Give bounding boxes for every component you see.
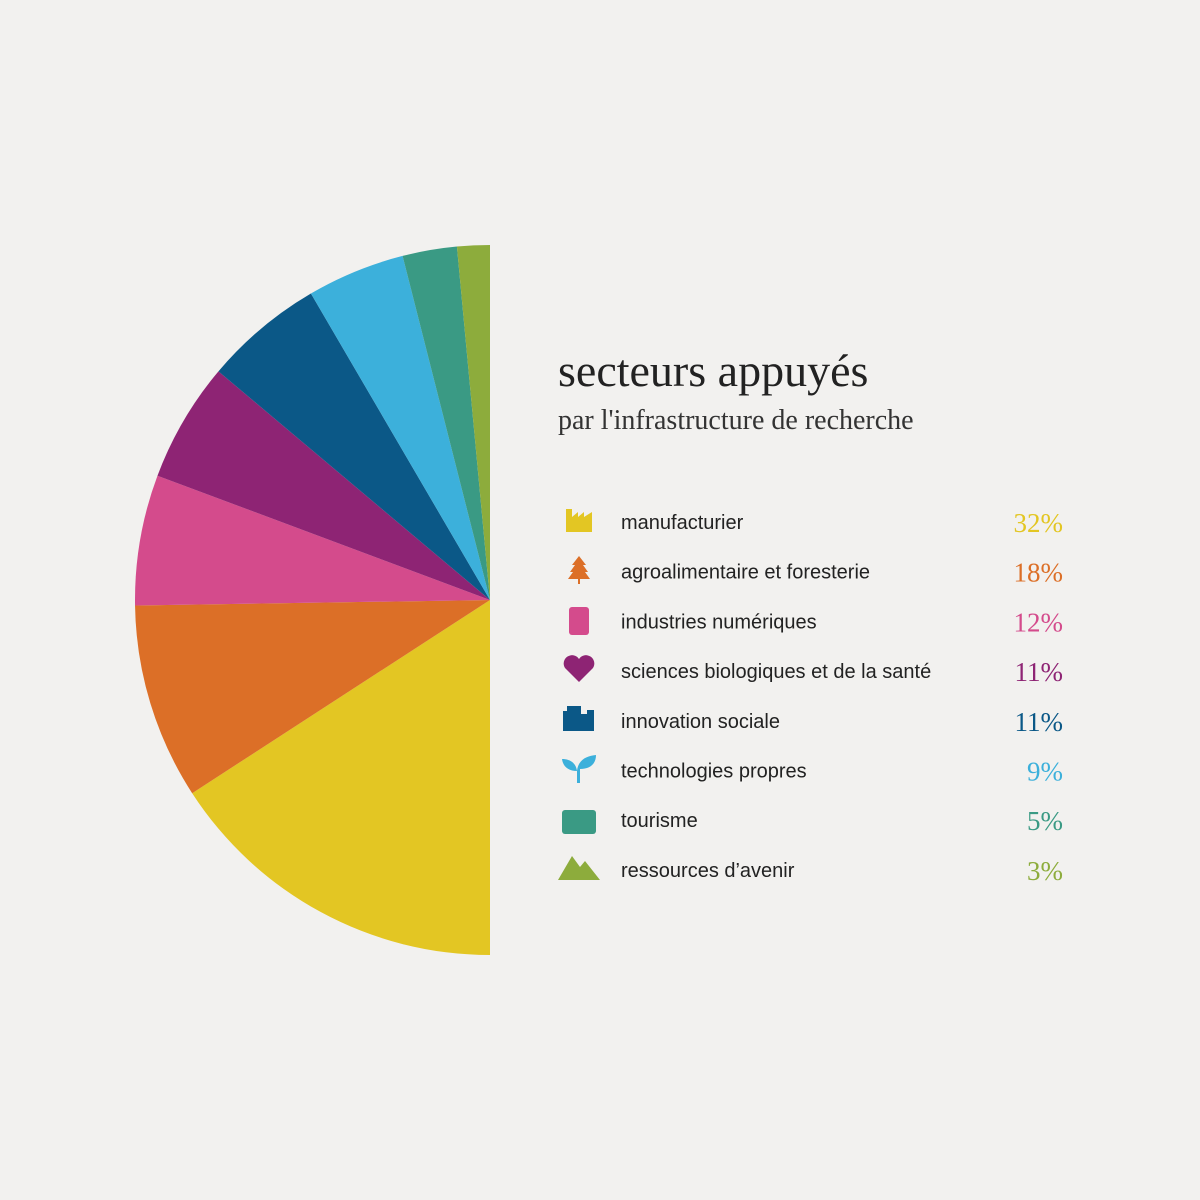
icon bbox=[562, 810, 596, 834]
icon bbox=[563, 706, 594, 731]
value-label: 11% bbox=[1015, 707, 1064, 737]
pie-slice bbox=[310, 255, 490, 600]
pie-slice bbox=[218, 293, 490, 600]
value-label: 5% bbox=[1027, 806, 1063, 836]
pie-slice bbox=[135, 600, 490, 794]
legend-label: innovation sociale bbox=[621, 711, 780, 733]
pie-slice bbox=[192, 600, 490, 955]
chart-subtitle: par l'infrastructure de recherche bbox=[558, 405, 914, 436]
legend-label: ressources d’avenir bbox=[621, 860, 795, 882]
icon bbox=[569, 607, 589, 635]
legend-label: technologies propres bbox=[621, 761, 807, 783]
pie-slice bbox=[135, 475, 490, 606]
legend-label: sciences biologiques et de la santé bbox=[621, 661, 931, 683]
value-label: 11% bbox=[1015, 657, 1064, 687]
pie-slice bbox=[402, 246, 490, 600]
legend-label: manufacturier bbox=[621, 512, 744, 534]
legend-label: industries numériques bbox=[621, 611, 817, 633]
legend-label: agroalimentaire et foresterie bbox=[621, 562, 870, 584]
value-label: 12% bbox=[1014, 607, 1064, 637]
chart-title: secteurs appuyés bbox=[558, 345, 868, 396]
icon bbox=[568, 556, 590, 584]
icon bbox=[563, 655, 595, 682]
legend-label: tourisme bbox=[621, 810, 698, 832]
legend-icons bbox=[558, 509, 600, 880]
value-label: 9% bbox=[1027, 757, 1063, 787]
icon bbox=[562, 755, 596, 783]
value-label: 32% bbox=[1014, 508, 1064, 538]
icon bbox=[558, 856, 600, 880]
pie-slice bbox=[157, 371, 490, 600]
pie bbox=[135, 245, 490, 955]
pie-slice bbox=[456, 245, 490, 600]
icon bbox=[566, 509, 592, 532]
value-label: 18% bbox=[1014, 558, 1064, 588]
value-label: 3% bbox=[1027, 856, 1063, 886]
